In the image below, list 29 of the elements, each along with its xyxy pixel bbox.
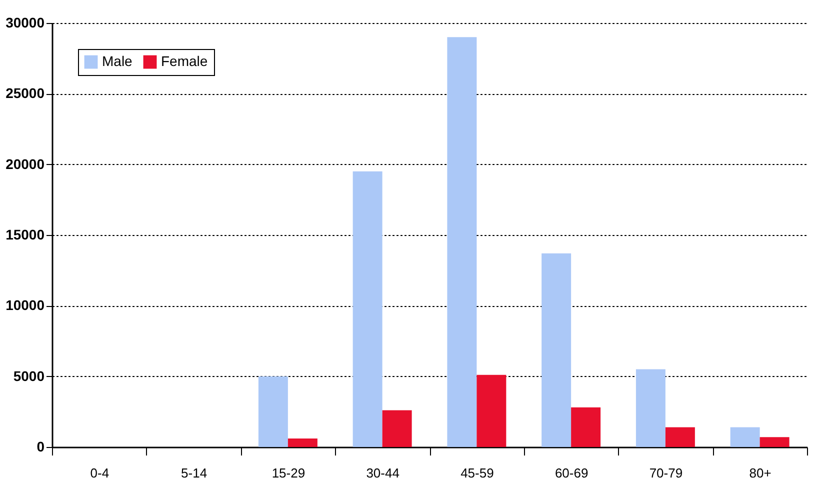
x-tick-label: 80+ (749, 466, 772, 480)
bar (636, 369, 666, 447)
y-tick-label: 15000 (6, 226, 45, 242)
y-tick-label: 10000 (6, 297, 45, 314)
x-tick-label: 45-59 (460, 466, 494, 480)
bar (352, 171, 382, 447)
bar (288, 438, 318, 447)
bar (760, 437, 790, 447)
legend-label: Male (102, 53, 133, 69)
bar (665, 427, 695, 447)
x-tick-label: 30-44 (366, 466, 400, 480)
bar (447, 37, 477, 447)
legend-label: Female (161, 53, 208, 69)
x-tick-label: 60-69 (554, 466, 588, 480)
y-tick-label: 5000 (13, 368, 45, 384)
x-tick-label: 15-29 (272, 466, 306, 480)
bar (476, 374, 506, 447)
x-tick-label: 5-14 (181, 466, 208, 480)
x-tick-label: 0-4 (90, 466, 110, 480)
y-tick-label: 0 (36, 438, 45, 454)
x-tick-label: 70-79 (649, 466, 683, 480)
bar (571, 407, 601, 447)
y-tick-label: 30000 (6, 14, 45, 30)
bar (258, 376, 288, 447)
bar (730, 427, 760, 447)
bar (542, 253, 572, 447)
bar (382, 410, 412, 447)
y-tick-label: 25000 (6, 85, 45, 102)
y-tick-label: 20000 (6, 156, 45, 172)
